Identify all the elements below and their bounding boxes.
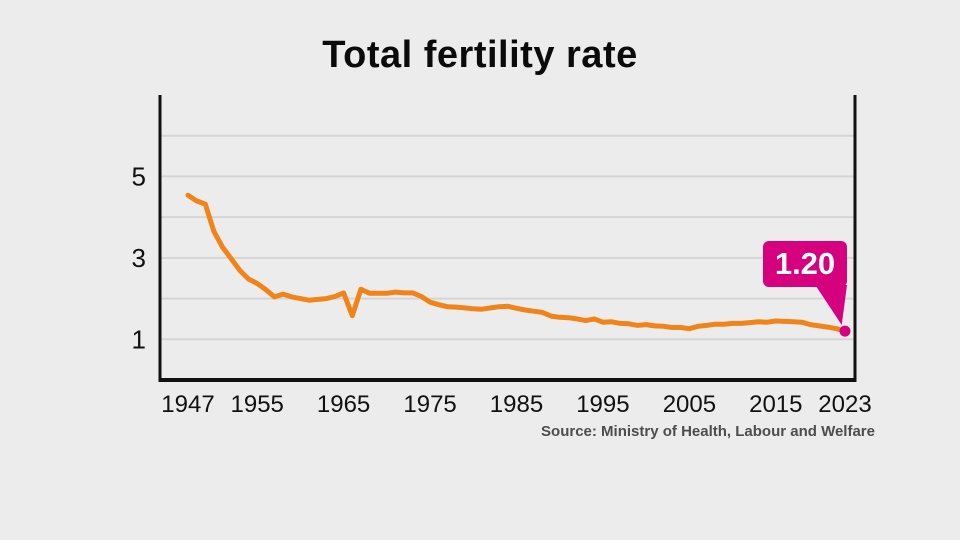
x-axis-label: 2015	[749, 391, 802, 418]
y-axis-label: 3	[132, 243, 146, 273]
x-axis-label: 2023	[818, 391, 871, 418]
x-axis-label: 1965	[317, 391, 370, 418]
source-credit: Source: Ministry of Health, Labour and W…	[541, 423, 875, 440]
y-axis-label: 1	[132, 324, 146, 354]
value-callout: 1.20	[763, 241, 847, 325]
x-axis-label: 1995	[576, 391, 629, 418]
x-axis-label: 1975	[403, 391, 456, 418]
x-axis-label: 1955	[231, 391, 284, 418]
callout-value-label: 1.20	[774, 246, 836, 281]
fertility-rate-line	[185, 192, 848, 334]
latest-point-marker	[839, 325, 851, 337]
x-axis-label: 2005	[663, 391, 716, 418]
y-axis-label: 5	[132, 161, 146, 191]
chart-title: Total fertility rate	[322, 34, 638, 76]
x-axis-label: 1985	[490, 391, 543, 418]
x-axis-label: 1947	[161, 391, 214, 418]
